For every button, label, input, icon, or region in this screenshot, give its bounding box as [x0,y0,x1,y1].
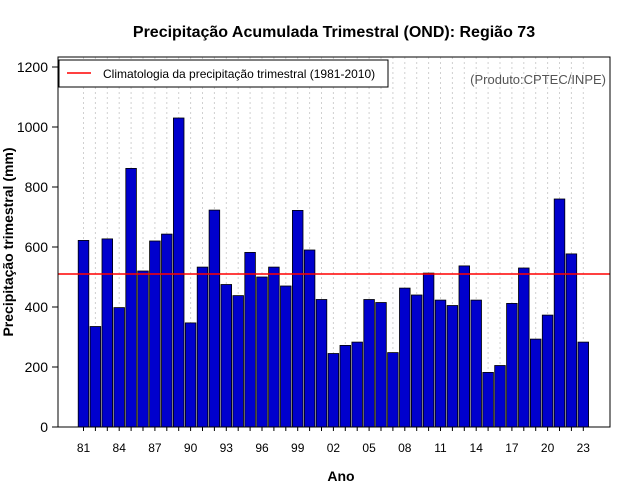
y-tick-label: 800 [25,179,49,195]
legend-box [58,59,389,88]
bar-92 [208,209,221,428]
x-axis-label: Ano [327,468,354,484]
bar-91 [196,266,209,428]
x-tick-label: 93 [220,441,234,455]
x-axis: 81 84 87 90 93 96 99 02 05 08 11 14 17 20 23 [77,427,590,455]
y-tick-label: 400 [25,299,49,315]
chart-title: Precipitação Acumulada Trimestral (OND):… [133,24,535,41]
bar-11 [434,299,447,428]
bar-15 [482,371,494,428]
y-tick-label: 0 [40,419,48,435]
y-tick-label: 1000 [17,119,48,135]
bar-10 [422,272,435,428]
x-tick-label: 05 [362,441,376,455]
bar-85 [125,167,137,428]
bar-05 [363,299,375,428]
legend-label: Climatologia da precipitação trimestral … [103,67,375,81]
bar-14 [470,299,482,428]
bar-18 [518,267,530,428]
bar-16 [494,365,506,428]
x-tick-label: 87 [148,441,162,455]
bar-86 [137,270,149,428]
legend: Climatologia da precipitação trimestral … [58,59,389,88]
bar-21 [553,198,566,428]
bar-94 [232,295,244,428]
bar-01 [315,299,328,428]
x-tick-label: 90 [184,441,198,455]
bar-88 [161,233,173,428]
bar-08 [399,287,411,428]
bar-83 [101,238,114,428]
x-tick-label: 23 [577,441,591,455]
bar-17 [506,302,518,428]
bar-95 [244,251,256,428]
x-tick-label: 08 [398,441,412,455]
source-label: (Produto:CPTEC/INPE) [470,72,606,87]
y-tick-label: 1200 [17,59,48,75]
y-axis-label: Precipitação trimestral (mm) [0,147,16,336]
bar-22 [565,253,578,428]
bar-90 [184,322,197,428]
x-tick-label: 17 [505,441,519,455]
bar-99 [291,209,304,428]
bar-02 [327,353,340,428]
bar-82 [89,326,102,428]
bar-87 [149,240,161,428]
y-tick-label: 200 [25,359,49,375]
x-tick-label: 20 [541,441,555,455]
y-axis: 0 200 400 600 800 1000 1200 [17,59,58,435]
bar-97 [268,266,280,428]
bar-89 [172,117,185,428]
bar-93 [220,284,233,428]
bar-03 [339,344,352,428]
x-tick-label: 02 [327,441,341,455]
y-tick-label: 600 [25,239,49,255]
bar-06 [375,302,387,428]
bar-20 [541,314,554,428]
bar-04 [351,341,363,428]
bar-96 [256,276,268,428]
bar-13 [458,265,471,428]
bar-84 [113,307,125,428]
bar-00 [303,249,316,428]
x-tick-label: 84 [113,441,127,455]
bar-81 [77,239,90,428]
bar-09 [410,294,423,428]
bar-23 [577,341,590,428]
bar-19 [530,338,542,428]
x-tick-label: 11 [434,441,447,455]
x-tick-label: 99 [291,441,305,455]
plot-frame [57,56,611,428]
bar-12 [446,305,459,428]
bar-98 [280,285,292,428]
x-tick-label: 14 [470,441,484,455]
bars [77,117,590,428]
x-tick-label: 96 [255,441,269,455]
x-tick-label: 81 [77,441,91,455]
bar-07 [387,352,399,428]
